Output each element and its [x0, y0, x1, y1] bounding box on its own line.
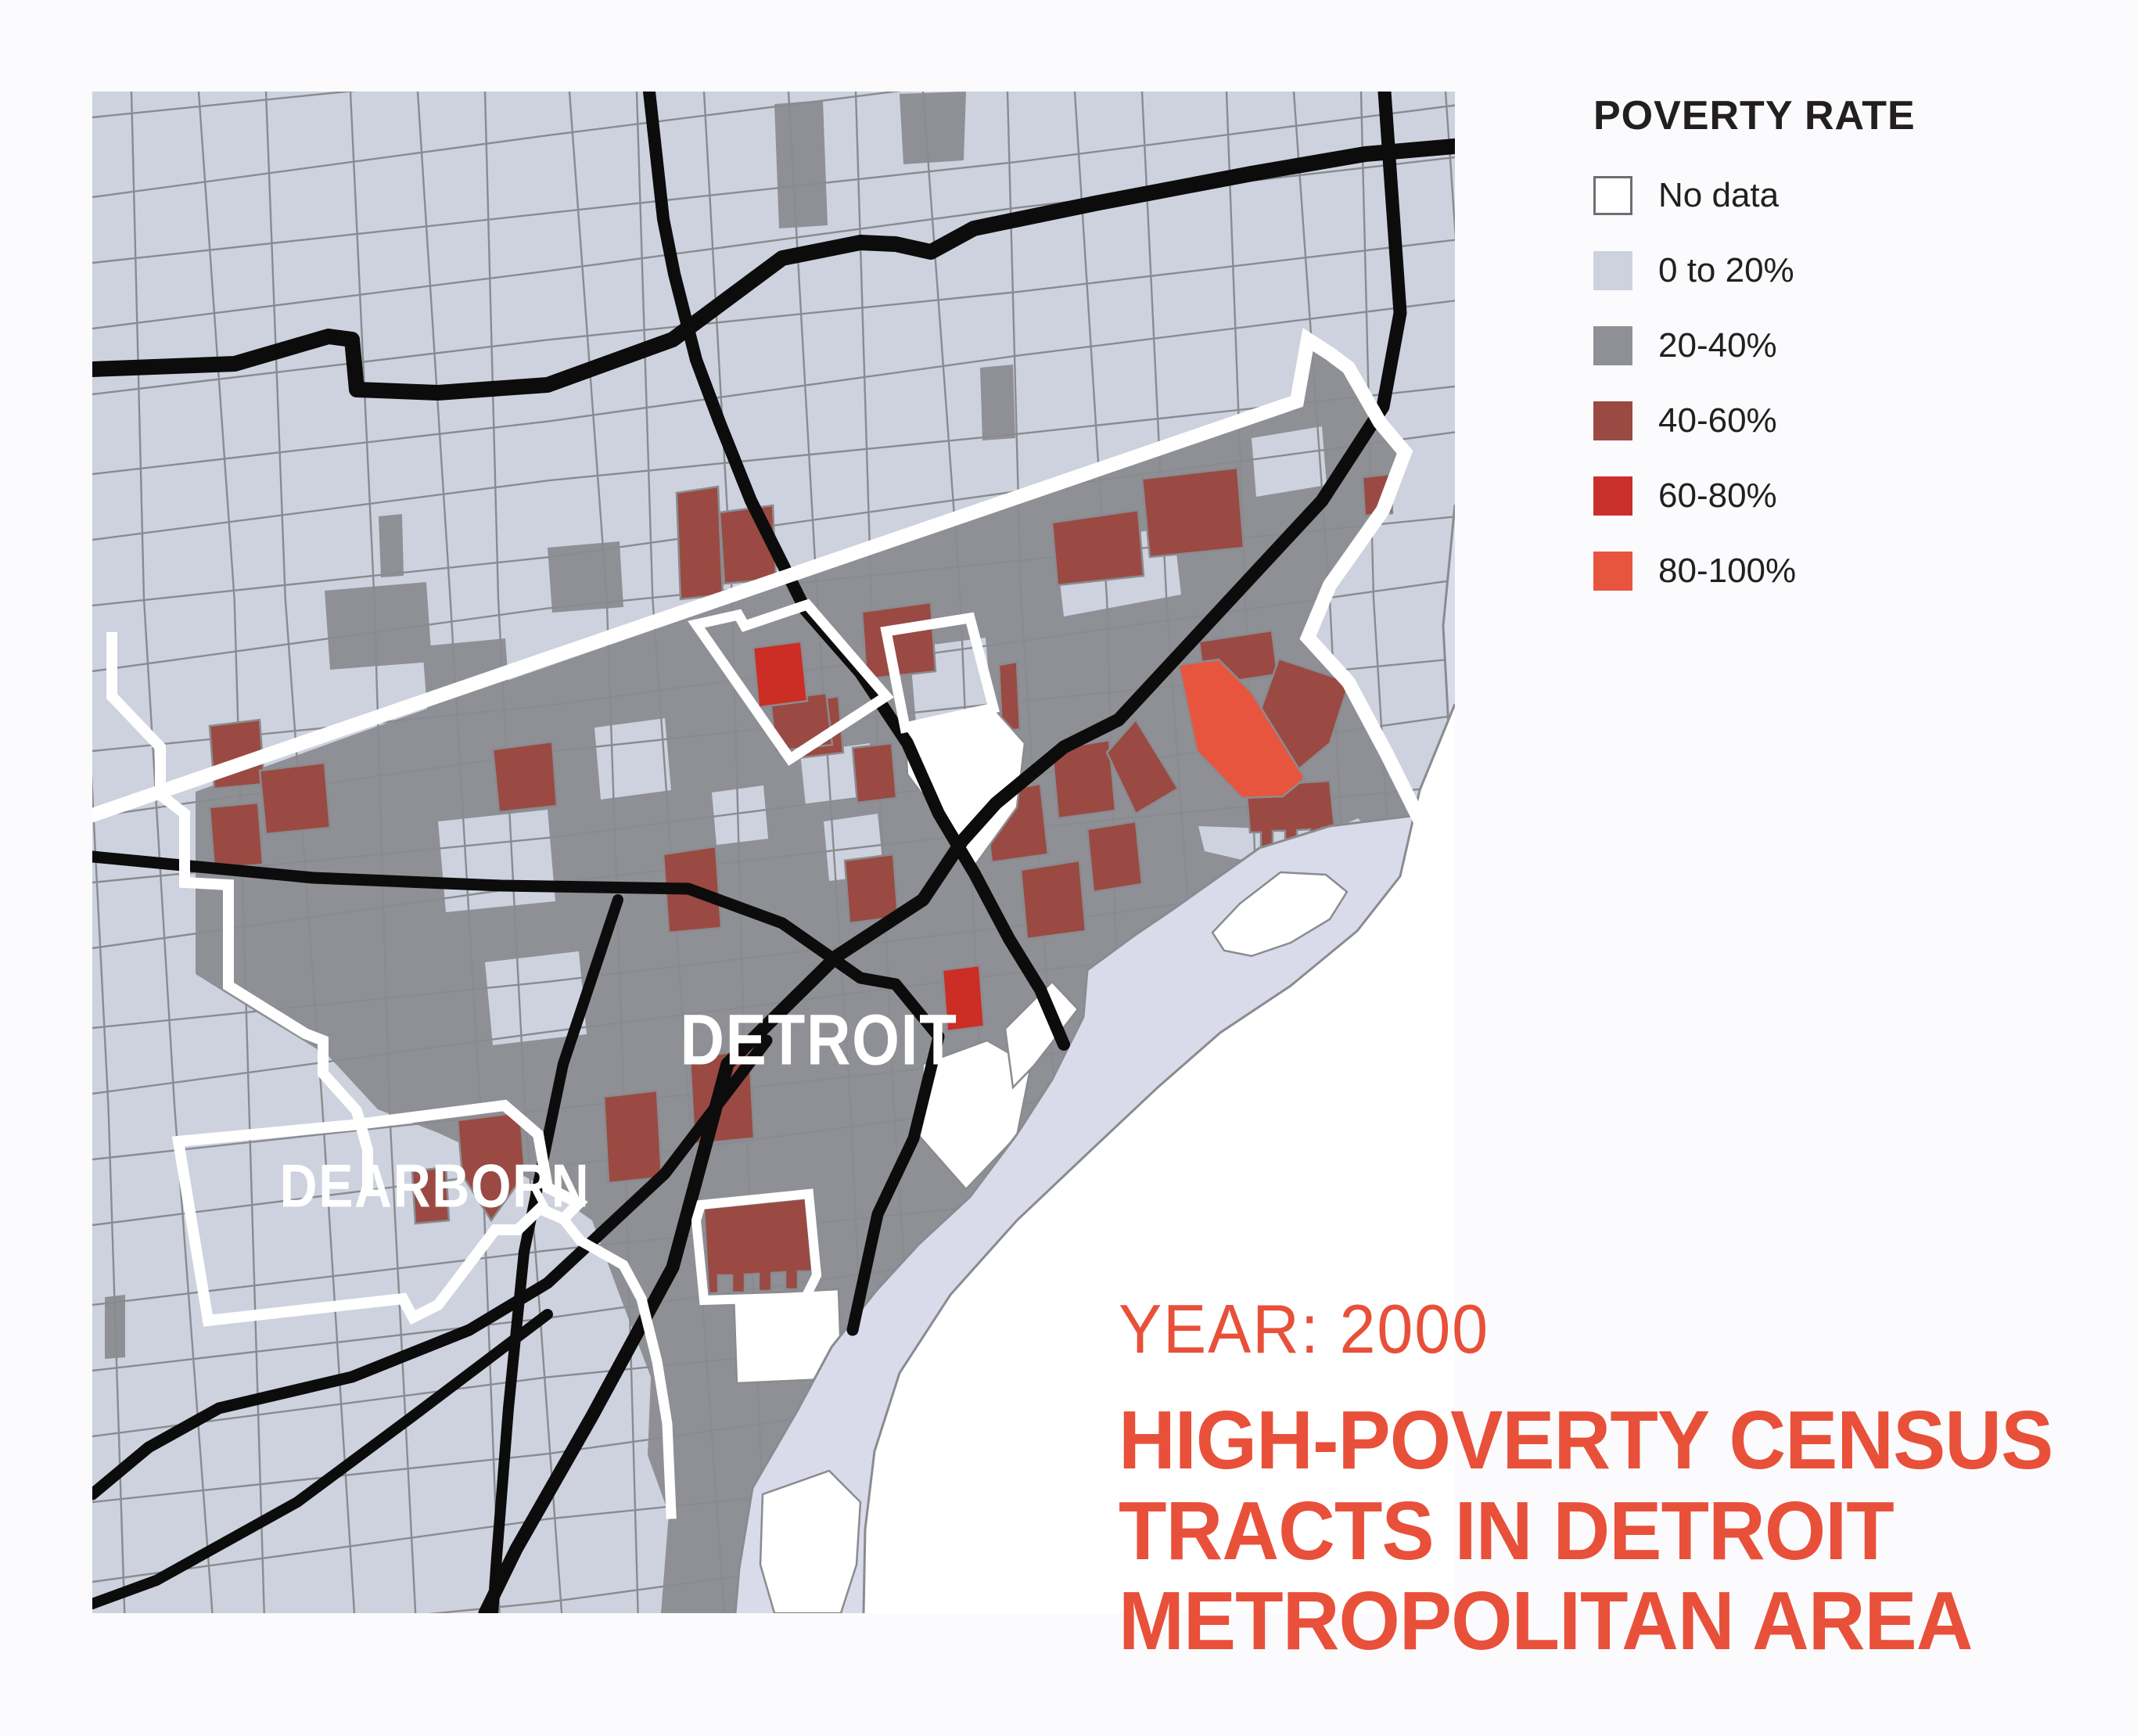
legend-row-60-80: 60-80%: [1593, 476, 1916, 516]
highland-park-boundary: [688, 598, 894, 766]
map-title: HIGH-POVERTY CENSUS TRACTS IN DETROIT ME…: [1119, 1394, 2053, 1668]
legend-row-20-40: 20-40%: [1593, 326, 1916, 365]
dearborn-label: DEARBORN: [279, 1151, 591, 1220]
poverty-0-20-swatch: [1593, 251, 1632, 290]
legend-row-40-60: 40-60%: [1593, 401, 1916, 440]
map-title-line: TRACTS IN DETROIT: [1119, 1484, 1895, 1577]
tracts-40-60: [208, 466, 1394, 1295]
legend-label: 20-40%: [1658, 326, 1777, 365]
map-title-line: METROPOLITAN AREA: [1119, 1575, 1973, 1668]
freeway-roads: [92, 92, 1455, 1613]
legend-label: 80-100%: [1658, 552, 1797, 590]
poverty-20-40-swatch: [1593, 326, 1632, 365]
poverty-40-60-swatch: [1593, 401, 1632, 440]
caption-block: YEAR: 2000 HIGH-POVERTY CENSUS TRACTS IN…: [1119, 1289, 2102, 1667]
map-canvas: [92, 92, 1455, 1613]
city-boundaries: [92, 328, 1428, 1519]
legend-row-no-data: No data: [1593, 176, 1916, 215]
far-shore-no-data: [864, 704, 1455, 1613]
poverty-80-100-swatch: [1593, 552, 1632, 591]
poverty-60-80-swatch: [1593, 476, 1632, 516]
legend-label: 0 to 20%: [1658, 251, 1794, 289]
legend-row-0-20: 0 to 20%: [1593, 251, 1916, 290]
hamtramck-boundary: [880, 612, 1000, 734]
zug-island: [759, 1469, 862, 1613]
map-title-line: HIGH-POVERTY CENSUS: [1119, 1394, 2053, 1486]
legend-row-80-100: 80-100%: [1593, 552, 1916, 591]
choropleth-map: [92, 92, 1455, 1613]
legend-label: 60-80%: [1658, 476, 1777, 515]
legend-label: No data: [1658, 176, 1780, 214]
belle-isle-island: [1211, 871, 1349, 958]
tracts-60-80: [752, 640, 986, 1033]
year-label: YEAR: 2000: [1119, 1290, 1490, 1368]
legend-title: POVERTY RATE: [1593, 93, 1916, 138]
legend-label: 40-60%: [1658, 401, 1777, 440]
no-data-swatch: [1593, 176, 1632, 215]
tract-80-100: [1177, 658, 1306, 800]
dearborn-boundary: [171, 1099, 588, 1327]
legend: POVERTY RATE No data 0 to 20% 20-40% 40-…: [1593, 92, 1916, 627]
detroit-label: DETROIT: [680, 1000, 958, 1080]
